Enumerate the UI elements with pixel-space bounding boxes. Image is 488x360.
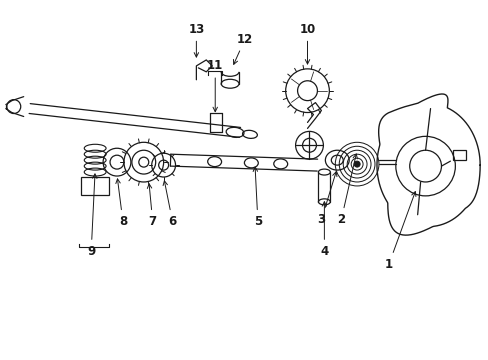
- Text: 4: 4: [320, 202, 328, 258]
- Text: 5: 5: [253, 167, 262, 228]
- Text: 7: 7: [147, 184, 157, 228]
- Text: 6: 6: [163, 181, 176, 228]
- Text: 11: 11: [207, 59, 223, 112]
- Text: 2: 2: [337, 154, 357, 226]
- Text: 13: 13: [188, 23, 204, 57]
- Text: 1: 1: [384, 192, 415, 271]
- Text: 12: 12: [233, 33, 253, 64]
- Text: 10: 10: [299, 23, 315, 64]
- Text: 9: 9: [87, 174, 97, 258]
- Text: 8: 8: [116, 179, 127, 228]
- Circle shape: [353, 161, 359, 167]
- Text: 3: 3: [317, 172, 336, 226]
